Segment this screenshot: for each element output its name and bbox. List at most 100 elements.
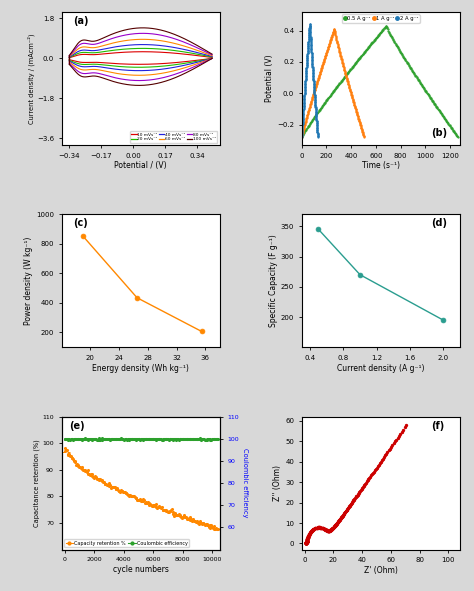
Point xyxy=(203,435,210,444)
Point xyxy=(303,535,311,544)
Point xyxy=(303,536,310,545)
Point xyxy=(302,538,310,548)
Point xyxy=(164,506,171,515)
Point xyxy=(197,517,204,526)
Point xyxy=(349,496,356,506)
Point xyxy=(143,498,151,508)
Point xyxy=(305,530,313,540)
Point xyxy=(302,538,310,548)
Point xyxy=(304,532,311,542)
Point xyxy=(67,435,74,444)
Point xyxy=(303,537,310,546)
Point xyxy=(303,538,310,547)
Point xyxy=(153,435,160,444)
Point xyxy=(137,495,144,504)
Point xyxy=(162,506,170,516)
Point xyxy=(192,517,200,527)
Point xyxy=(126,491,133,501)
Point xyxy=(202,519,210,528)
Point xyxy=(197,435,205,444)
Text: (b): (b) xyxy=(431,128,447,138)
Point xyxy=(308,525,316,535)
Point xyxy=(302,538,310,548)
Point xyxy=(304,532,312,542)
Point xyxy=(326,525,334,535)
Point xyxy=(141,498,149,507)
Point xyxy=(389,440,396,450)
Point xyxy=(302,538,310,548)
Point xyxy=(148,434,155,444)
Point xyxy=(111,434,118,443)
Point xyxy=(322,525,329,534)
Point xyxy=(176,511,183,520)
Point xyxy=(104,434,111,444)
Point xyxy=(89,434,97,444)
Point xyxy=(116,434,123,444)
Point xyxy=(111,482,118,492)
Point xyxy=(303,537,310,547)
Point xyxy=(329,523,337,532)
Point xyxy=(303,538,310,547)
Point xyxy=(181,511,188,520)
Point xyxy=(303,537,310,547)
Point xyxy=(347,499,355,508)
Point xyxy=(309,525,316,535)
Point xyxy=(303,537,310,547)
Point xyxy=(302,538,310,547)
Point xyxy=(171,434,179,444)
Point xyxy=(70,456,78,466)
Point xyxy=(355,489,362,498)
Point xyxy=(133,434,141,444)
Point xyxy=(122,434,130,444)
Point xyxy=(83,434,91,444)
Point xyxy=(303,537,310,547)
Point xyxy=(130,434,138,444)
Point xyxy=(90,435,98,444)
Point xyxy=(302,538,310,548)
Point xyxy=(335,516,343,525)
Point xyxy=(102,479,110,489)
Point xyxy=(324,526,331,535)
Point xyxy=(320,524,328,534)
Point xyxy=(320,524,328,534)
Point xyxy=(303,536,310,545)
Point xyxy=(107,434,115,444)
Point xyxy=(302,538,310,548)
Point xyxy=(348,498,356,508)
Point xyxy=(86,470,94,480)
Point xyxy=(139,496,147,506)
Point xyxy=(311,524,319,533)
Point xyxy=(201,520,209,530)
Point xyxy=(397,429,404,439)
Point xyxy=(120,488,128,497)
Point xyxy=(303,537,310,547)
Point xyxy=(214,434,221,444)
Point xyxy=(302,538,310,548)
Text: (e): (e) xyxy=(70,421,85,430)
Point xyxy=(146,434,154,444)
Point xyxy=(302,538,310,548)
Point xyxy=(193,518,201,527)
Point xyxy=(341,508,349,517)
Point xyxy=(90,473,98,482)
Point xyxy=(178,434,186,444)
Point xyxy=(109,482,116,491)
Point xyxy=(69,453,76,463)
Point xyxy=(358,484,365,493)
Point xyxy=(355,488,363,498)
Point xyxy=(119,488,127,497)
Point xyxy=(302,538,310,548)
Point xyxy=(200,518,207,527)
Point xyxy=(136,496,143,505)
Point xyxy=(325,526,333,535)
Point xyxy=(346,500,354,509)
Point xyxy=(322,525,329,534)
Y-axis label: Power density (W kg⁻¹): Power density (W kg⁻¹) xyxy=(24,236,33,325)
Point xyxy=(107,483,115,492)
Point xyxy=(312,523,319,532)
Point xyxy=(185,515,192,524)
Point xyxy=(95,475,103,484)
Point xyxy=(212,434,219,444)
Point xyxy=(99,477,106,486)
Point xyxy=(140,496,148,505)
